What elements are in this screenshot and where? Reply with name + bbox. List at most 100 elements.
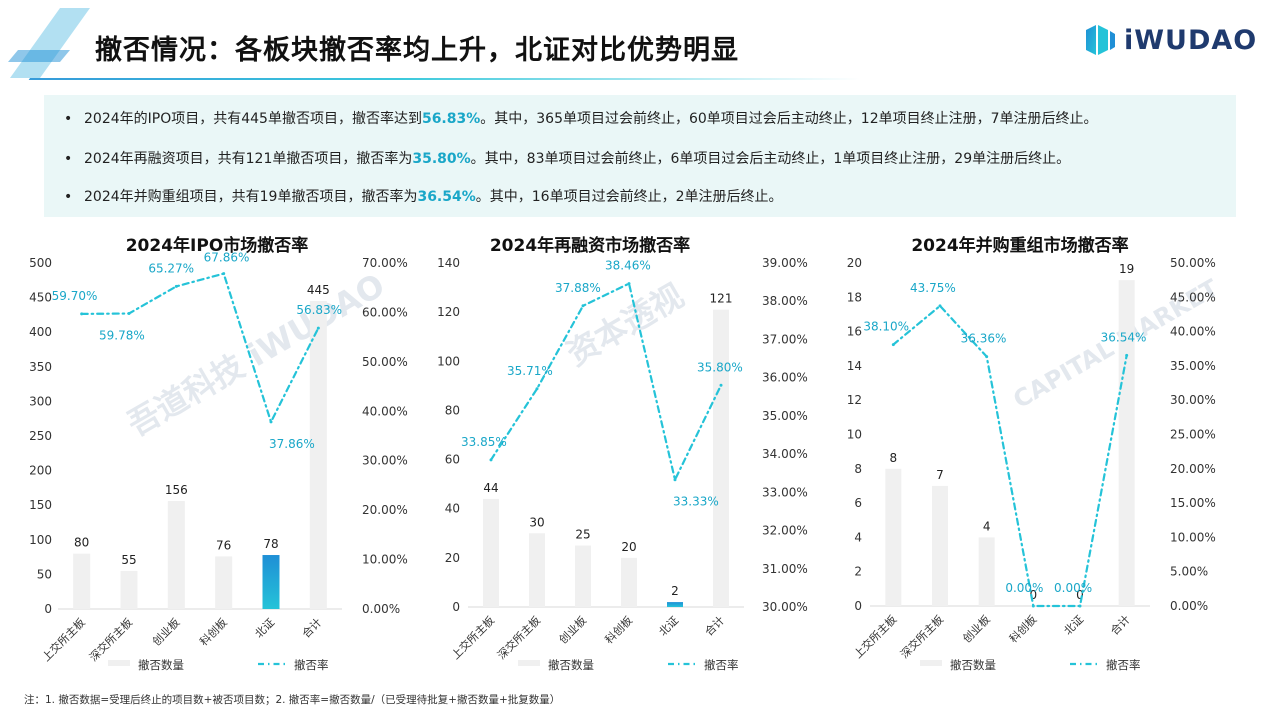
bar-value-label: 2 [671,584,679,598]
bar [885,468,902,606]
y2-tick-label: 5.00% [1170,565,1208,579]
bar [167,501,185,609]
rate-point [1125,353,1129,357]
bar-value-label: 121 [710,292,733,306]
y2-tick-label: 50.00% [1170,256,1216,270]
y2-tick-label: 30.00% [362,454,408,468]
rate-value-label: 59.70% [52,289,98,303]
y2-tick-label: 36.00% [762,371,808,385]
rate-value-label: 67.86% [204,251,250,265]
bar [978,537,995,606]
y2-tick-label: 30.00% [762,600,808,614]
y-tick-label: 60 [445,453,460,467]
summary-text: 2024年的IPO项目，共有445单撤否项目，撤否率达到 [84,111,422,127]
rate-point [174,284,178,288]
x-tick-label: 科创板 [1006,612,1039,645]
bar-value-label: 20 [621,540,636,554]
y-tick-label: 12 [847,393,862,407]
y-tick-label: 100 [29,533,52,547]
legend-bar-label: 撤否数量 [138,658,184,672]
bar-value-label: 55 [121,553,136,567]
y-tick-label: 6 [854,496,862,510]
rate-point [891,343,895,347]
wudao-logo-icon [1086,25,1115,55]
bar-value-label: 0 [1030,588,1038,602]
y2-tick-label: 20.00% [1170,462,1216,476]
bar-value-label: 78 [263,537,278,551]
bar [575,545,591,607]
x-tick-label: 创业板 [960,612,993,645]
x-tick-label: 北证 [1061,613,1086,638]
y2-tick-label: 70.00% [362,256,408,270]
y2-tick-label: 35.00% [762,409,808,423]
rate-point [489,458,493,462]
y-tick-label: 2 [854,565,862,579]
y-tick-label: 0 [452,600,460,614]
y2-tick-label: 25.00% [1170,428,1216,442]
y2-tick-label: 45.00% [1170,290,1216,304]
y-tick-label: 450 [29,291,52,305]
x-tick-label: 北证 [252,616,277,641]
x-tick-label: 合计 [299,615,324,640]
bar-value-label: 156 [165,483,188,497]
x-tick-label: 科创板 [197,615,230,648]
x-tick-label: 创业板 [149,615,182,648]
summary-bullet: • 2024年的IPO项目，共有445单撤否项目，撤否率达到56.83%。其中，3… [64,111,1098,127]
bar-value-label: 25 [575,528,590,542]
rate-value-label: 36.54% [1101,330,1147,344]
rate-line [489,282,723,483]
rate-point [222,272,226,276]
summary-text: 。其中，83单项目过会前终止，6单项目过会后主动终止，1单项目终止注册，29单注… [470,151,1071,167]
x-tick-label: 深交所主板 [86,615,135,664]
bar [667,602,683,607]
bar-value-label: 44 [483,481,498,495]
rate-point [80,312,84,316]
rate-value-label: 37.86% [269,437,315,451]
rate-value-label: 65.27% [148,261,194,275]
bar [621,557,637,607]
y-tick-label: 40 [445,502,460,516]
x-tick-label: 北证 [656,614,681,639]
chart-title: 2024年并购重组市场撤否率 [911,235,1128,256]
y2-tick-label: 0.00% [362,602,400,616]
bar [120,570,138,609]
x-tick-label: 上交所主板 [448,613,497,662]
rate-value-label: 37.88% [555,281,601,295]
bar-value-label: 76 [216,538,231,552]
x-tick-label: 合计 [702,613,727,638]
rate-value-label: 43.75% [910,281,956,295]
y2-tick-label: 60.00% [362,305,408,319]
y-tick-label: 200 [29,464,52,478]
y2-tick-label: 39.00% [762,256,808,270]
rate-value-label: 33.85% [461,435,507,449]
y2-tick-label: 40.00% [1170,325,1216,339]
rate-point [627,282,631,286]
footnote: 注：1. 撤否数据=受理后终止的项目数+被否项目数；2. 撤否率=撤否数量/（已… [24,694,561,706]
rate-value-label: 0.00% [1005,581,1043,595]
summary-highlight: 35.80% [412,151,471,167]
y2-tick-label: 20.00% [362,503,408,517]
y-tick-label: 0 [44,602,52,616]
rate-value-label: 0.00% [1054,581,1092,595]
x-tick-label: 深交所主板 [494,613,543,662]
y2-tick-label: 34.00% [762,447,808,461]
summary-bullet: • 2024年再融资项目，共有121单撤否项目，撤否率为35.80%。其中，83单… [64,151,1071,167]
bar-value-label: 4 [983,519,991,533]
summary-bullet: • 2024年并购重组项目，共有19单撤否项目，撤否率为36.54%。其中，16单… [64,189,783,205]
rate-point [581,304,585,308]
rate-value-label: 33.33% [673,495,719,509]
chart-title: 2024年IPO市场撤否率 [126,235,309,256]
y-tick-label: 18 [847,290,862,304]
legend-line-label: 撤否率 [704,658,739,672]
x-tick-label: 深交所主板 [897,612,946,661]
rate-line [892,304,1128,608]
y-tick-label: 400 [29,325,52,339]
rate-line [80,272,320,425]
y2-tick-label: 15.00% [1170,496,1216,510]
rate-point [1078,604,1082,608]
y-tick-label: 8 [854,462,862,476]
rate-value-label: 56.83% [296,303,342,317]
bar [215,556,233,609]
y-tick-label: 10 [847,428,862,442]
